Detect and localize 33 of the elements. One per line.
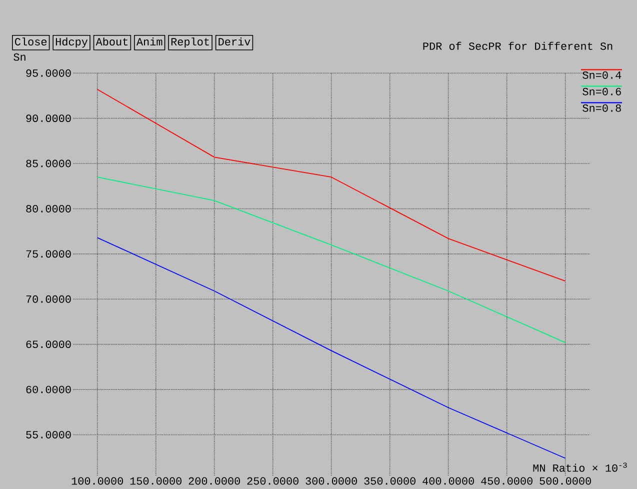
line-series bbox=[96, 237, 566, 459]
y-tick-label: 85.0000 bbox=[26, 160, 71, 168]
text: Hdcpy bbox=[56, 37, 88, 48]
text: About bbox=[96, 37, 128, 46]
legend-label: Sn=0.6 bbox=[582, 88, 621, 96]
legend-label: Sn=0.4 bbox=[582, 71, 622, 79]
x-axis-title: MN Ratio × 10$^{-3}$ bbox=[533, 462, 627, 472]
x-tick-label: 200.0000 bbox=[188, 477, 240, 485]
x-tick-label: 300.0000 bbox=[306, 477, 357, 485]
x-tick-label: 100.0000 bbox=[72, 477, 123, 485]
x-tick-label: 450.0000 bbox=[481, 477, 532, 485]
text: Close bbox=[15, 37, 47, 46]
y-axis-title: Sn bbox=[14, 53, 26, 61]
y-tick-label: 65.0000 bbox=[26, 340, 71, 348]
y-tick-label: 55.0000 bbox=[26, 431, 71, 438]
line-series bbox=[96, 176, 566, 343]
y-tick-label: 70.0000 bbox=[26, 295, 71, 303]
line-series bbox=[96, 88, 566, 282]
y-tick-label: 90.0000 bbox=[26, 114, 71, 122]
x-tick-label: 150.0000 bbox=[130, 477, 182, 485]
text: Anim bbox=[136, 37, 162, 46]
x-tick-label: 400.0000 bbox=[422, 477, 474, 485]
y-tick-label: 95.0000 bbox=[26, 69, 71, 77]
chart-title: PDR of SecPR for Different Sn bbox=[423, 42, 612, 50]
y-tick-label: 60.0000 bbox=[26, 386, 71, 394]
x-tick-label: 350.0000 bbox=[364, 477, 416, 485]
x-tick-label: 250.0000 bbox=[247, 477, 298, 485]
y-tick-label: 80.0000 bbox=[26, 205, 71, 212]
y-tick-label: 75.0000 bbox=[26, 250, 71, 258]
x-tick-label: 500.0000 bbox=[540, 477, 591, 485]
legend-label: Sn=0.8 bbox=[582, 104, 621, 112]
text: Deriv bbox=[218, 37, 250, 46]
text: Replot bbox=[171, 37, 209, 48]
